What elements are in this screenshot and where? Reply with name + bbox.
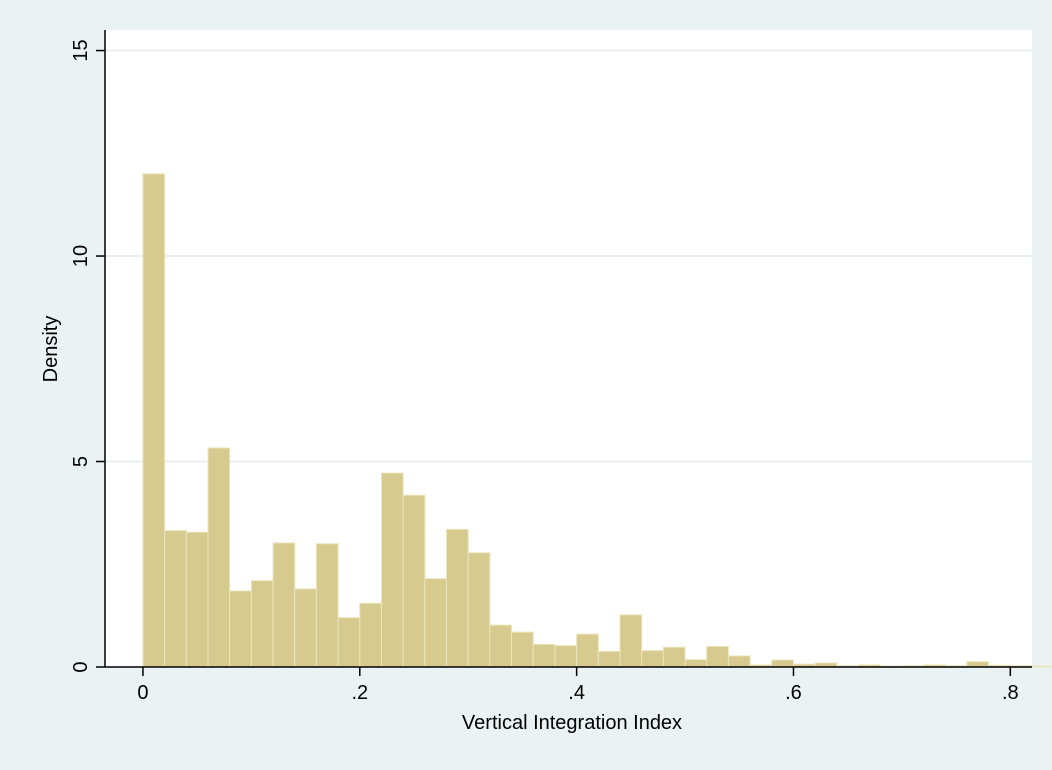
plot-area [105,30,1032,667]
y-tick-label: 10 [70,245,92,267]
histogram-bar [576,633,599,668]
histogram-bar [511,631,534,668]
histogram-bar [684,659,708,668]
histogram-bar [164,530,187,668]
y-tick-label: 5 [70,456,92,467]
x-tick-label: .4 [568,682,585,704]
histogram-bar [554,645,578,668]
histogram-bar [1031,665,1052,668]
histogram-bar [641,650,664,668]
histogram-bar [402,494,426,668]
x-axis-title: Vertical Integration Index [462,712,682,734]
histogram-bar [727,655,751,668]
histogram-bar [207,447,231,668]
histogram-bar [662,646,686,668]
x-tick-label: .8 [1002,682,1019,704]
histogram-bar [619,614,643,668]
x-tick-label: .6 [785,682,802,704]
histogram-bar [706,645,729,668]
histogram-bar [272,542,296,668]
x-tick-label: 0 [137,682,148,704]
histogram-bar [771,659,794,668]
x-tick-label: .2 [351,682,368,704]
histogram-bar [294,588,317,668]
histogram-bar [467,552,491,668]
x-ticks: 0 .2 .4 .6 .8 [137,667,1019,704]
histogram-bar [489,624,513,668]
bars [142,173,1052,668]
histogram-bar [185,531,209,668]
y-tick-label: 15 [70,39,92,61]
histogram-bar [966,661,990,668]
axes [104,30,1032,668]
y-axis-title: Density [40,316,62,383]
histogram-bar [380,472,404,668]
histogram-bar [359,602,382,668]
grid-lines [105,49,1032,463]
histogram-bar [424,578,448,668]
y-ticks: 0 5 10 15 [70,39,105,673]
histogram-bar [315,543,339,668]
y-tick-label: 0 [70,661,92,672]
histogram-bar [142,173,166,668]
histogram-bar [337,617,361,668]
histogram-bar [229,590,252,668]
histogram-bar [446,528,469,668]
histogram-bar [532,643,556,668]
histogram-bar [597,650,621,668]
histogram-bar [250,580,274,668]
